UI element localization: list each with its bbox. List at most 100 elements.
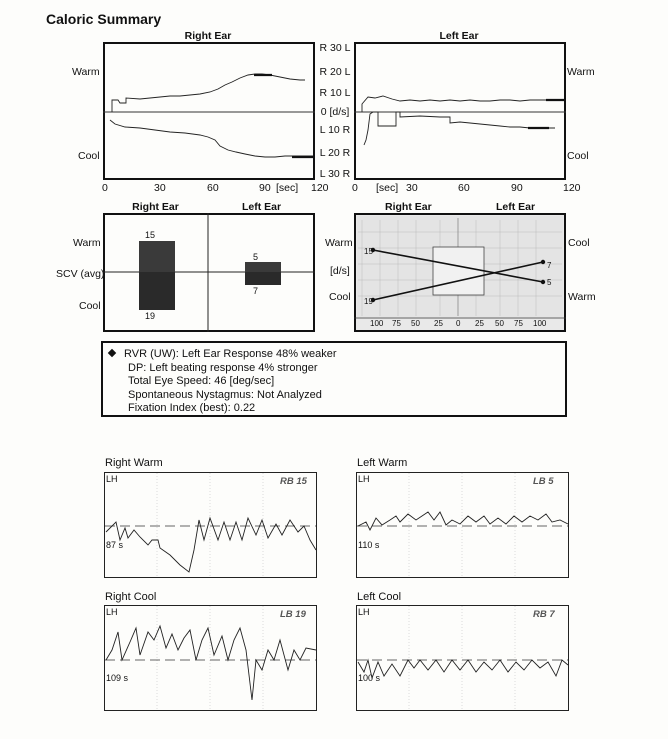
summary-line-spontaneous: Spontaneous Nystagmus: Not Analyzed (128, 388, 322, 401)
ny-dashed-baselines (105, 525, 568, 661)
trace-right-cool (105, 624, 317, 701)
lx-tick-sec: [sec] (376, 182, 399, 194)
panel-rw-code: RB 15 (280, 476, 307, 487)
lx-tick-30: 30 (406, 182, 418, 194)
ny-grid-lines (156, 473, 516, 710)
panel-right-cool (104, 605, 317, 711)
bar-left-cool-value: 7 (253, 286, 259, 296)
panel-title-left-cool: Left Cool (357, 591, 402, 603)
bar-left-warm (245, 262, 281, 272)
panel-rw-channel: LH (106, 474, 118, 484)
panel-lw-time: 110 s (358, 540, 380, 550)
bf-right-ear-label: Right Ear (385, 201, 432, 213)
scv-bar-graphics (103, 213, 315, 332)
mid-label-r20l: R 20 L (319, 66, 351, 78)
mid-label-l10r: L 10 R (319, 124, 351, 136)
bf-val-left-bottom: 19 (364, 297, 373, 306)
panel-lw-code: LB 5 (533, 476, 554, 487)
summary-line-rvr: RVR (UW): Left Ear Response 48% weaker (107, 348, 565, 362)
bf-val-right-top: 7 (547, 261, 552, 270)
bf-cool-left-label: Cool (329, 291, 351, 303)
rx-tick-90: 90 (259, 182, 271, 194)
rx-tick-0: 0 (102, 182, 108, 194)
summary-line-speed: Total Eye Speed: 46 [deg/sec] (128, 375, 275, 387)
bar-right-warm-value: 15 (145, 230, 156, 240)
lx-tick-60: 60 (458, 182, 470, 194)
panel-title-right-warm: Right Warm (105, 457, 163, 469)
right-cool-trace (109, 119, 313, 158)
bf-tick-100r: 100 (533, 319, 547, 328)
bf-line-warm (372, 249, 544, 283)
bf-cool-right-label: Cool (568, 237, 590, 249)
left-cool-trace (363, 111, 555, 146)
bf-point-lw (540, 259, 546, 265)
bf-unit-label: [d/s] (330, 265, 350, 277)
right-ear-caloric-graph (103, 42, 315, 180)
summary-line-dp: DP: Left beating response 4% stronger (128, 361, 318, 374)
panel-title-right-cool: Right Cool (105, 591, 157, 603)
panel-left-warm (356, 472, 569, 578)
bf-tick-50l: 50 (411, 319, 420, 328)
rx-tick-60: 60 (207, 182, 219, 194)
panel-lw-channel: LH (358, 474, 370, 484)
bf-warm-left-label: Warm (325, 237, 353, 249)
lx-tick-0: 0 (352, 182, 358, 194)
panel-rc-channel: LH (106, 607, 118, 617)
panel-title-left-warm: Left Warm (357, 457, 408, 469)
bar-left-ear-label: Left Ear (241, 201, 282, 213)
bar-left-cool (245, 272, 281, 285)
top-right-ear-label: Right Ear (184, 30, 232, 42)
lx-tick-90: 90 (511, 182, 523, 194)
bf-warm-right-label: Warm (568, 291, 596, 303)
butterfly-graphics (354, 216, 566, 319)
bf-center-box (432, 246, 485, 296)
bf-tick-25r: 25 (475, 319, 484, 328)
left-ear-caloric-graph (354, 42, 566, 180)
mid-label-zero: 0 [d/s] (320, 106, 350, 118)
bf-left-ear-label: Left Ear (496, 201, 536, 213)
top-left-ear-label: Left Ear (439, 30, 479, 42)
bar-left-warm-value: 5 (253, 252, 259, 262)
panel-rw-time: 87 s (106, 540, 124, 550)
summary-line-fixation: Fixation Index (best): 0.22 (128, 402, 256, 414)
bf-tick-0: 0 (456, 319, 461, 328)
mid-label-r10l: R 10 L (319, 87, 351, 99)
bf-tick-50r: 50 (495, 319, 504, 328)
top-graph-traces (103, 73, 566, 159)
bar-right-warm (139, 241, 175, 272)
bar-scv-label: SCV (avg) (56, 268, 105, 280)
left-warm-trace (361, 95, 566, 112)
rx-tick-sec: [sec] (276, 182, 299, 194)
trace-right-warm (105, 516, 317, 573)
panel-lc-code: RB 7 (533, 609, 555, 620)
mid-label-l20r: L 20 R (319, 147, 351, 159)
panel-rc-time: 109 s (106, 673, 129, 683)
rx-tick-30: 30 (154, 182, 166, 194)
summary-box: RVR (UW): Left Ear Response 48% weaker D… (101, 341, 567, 417)
trace-left-warm (357, 511, 569, 532)
rx-tick-120: 120 (311, 182, 329, 194)
bar-warm-label: Warm (73, 237, 101, 249)
top-cool-label-left: Cool (78, 150, 100, 162)
bf-point-lc (540, 279, 546, 285)
bf-tick-25l: 25 (434, 319, 443, 328)
bf-point-rc (370, 297, 376, 303)
top-warm-label-right: Warm (567, 66, 595, 78)
panel-left-cool (356, 605, 569, 711)
top-cool-label-right: Cool (567, 150, 589, 162)
bf-val-left-top: 15 (364, 247, 373, 256)
panel-lc-time: 100 s (358, 673, 381, 683)
bf-tick-100l: 100 (370, 319, 384, 328)
bar-cool-label: Cool (79, 300, 101, 312)
mid-label-r30l: R 30 L (319, 42, 351, 54)
bar-right-ear-label: Right Ear (132, 201, 179, 213)
panel-lc-channel: LH (358, 607, 370, 617)
bar-right-cool (139, 272, 175, 310)
bf-val-right-bottom: 5 (547, 278, 552, 287)
bf-tick-75l: 75 (392, 319, 401, 328)
mid-label-l30r: L 30 R (319, 168, 351, 180)
panel-right-warm (104, 472, 317, 578)
lx-tick-120: 120 (563, 182, 581, 194)
